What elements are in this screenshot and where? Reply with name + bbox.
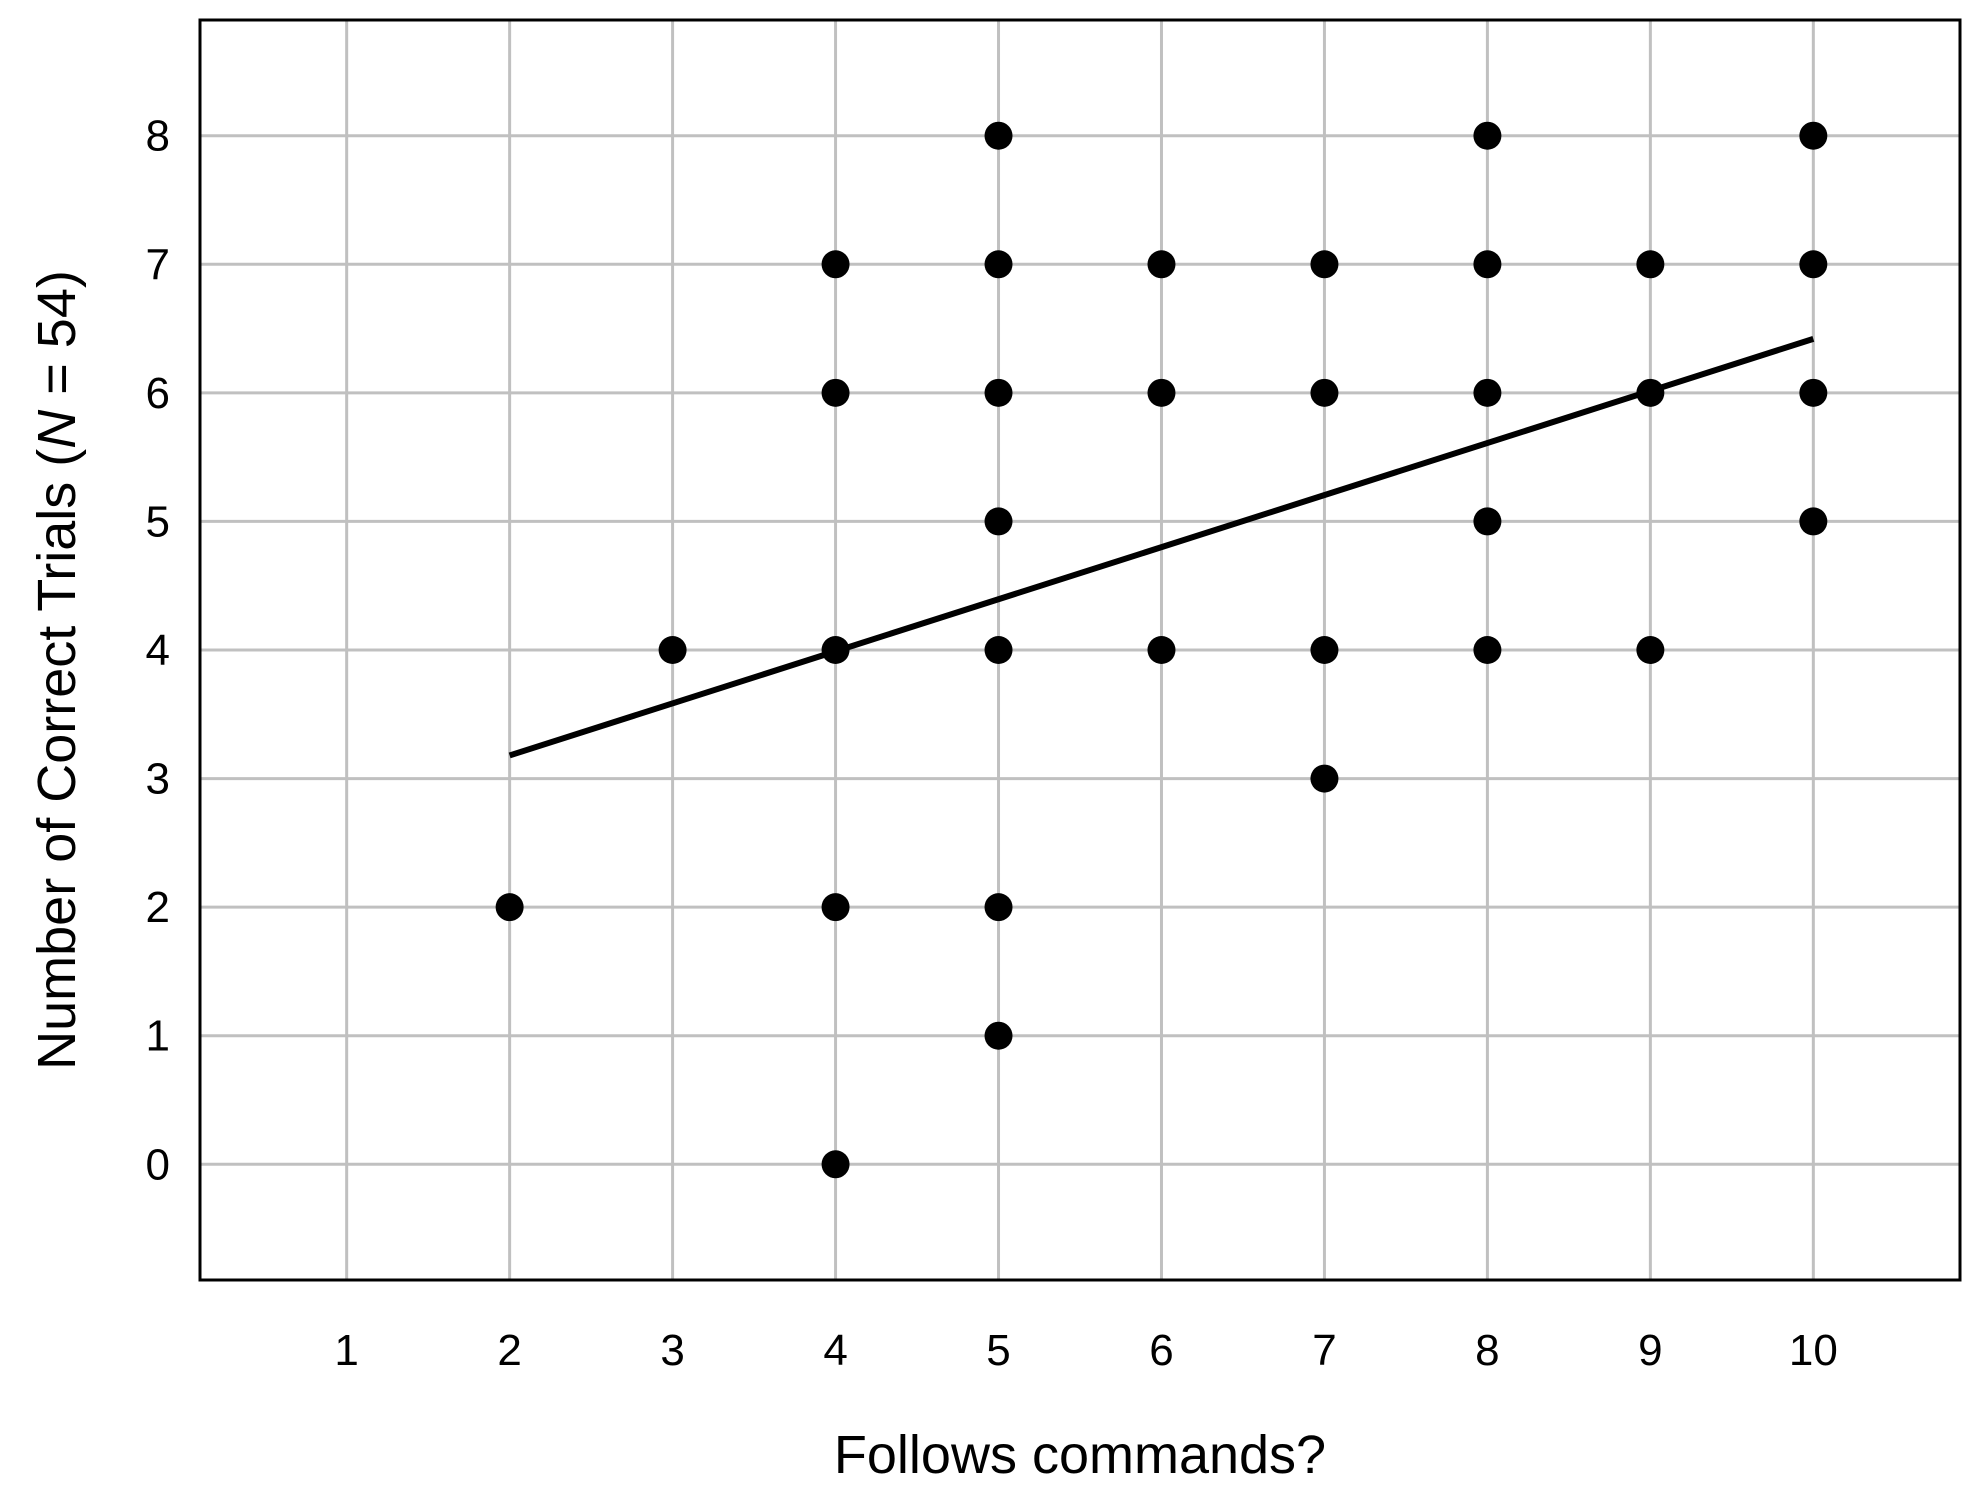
- data-point: [821, 1150, 850, 1179]
- x-axis-title: Follows commands?: [834, 1425, 1326, 1485]
- data-point: [821, 250, 850, 279]
- data-point: [1799, 507, 1828, 536]
- data-point: [984, 893, 1013, 922]
- x-tick-label: 5: [986, 1326, 1010, 1375]
- data-point: [1799, 250, 1828, 279]
- x-axis-tick-labels: 1 2 3 4 5 6 7 8 9 10: [334, 1326, 1837, 1375]
- x-tick-label: 7: [1312, 1326, 1336, 1375]
- grid-lines: [200, 20, 1960, 1280]
- data-point: [1473, 378, 1502, 407]
- trend-line-layer: [508, 335, 1815, 759]
- y-axis-title: Number of Correct Trials (N = 54): [27, 270, 87, 1070]
- y-tick-label: 6: [146, 369, 170, 418]
- y-axis-tick-labels: 0 1 2 3 4 5 6 7 8: [146, 112, 170, 1190]
- data-point: [821, 893, 850, 922]
- y-axis-title-prefix: Number of Correct Trials (: [27, 449, 87, 1070]
- y-tick-label: 5: [146, 497, 170, 546]
- x-tick-label: 6: [1149, 1326, 1173, 1375]
- y-tick-label: 0: [146, 1140, 170, 1189]
- x-tick-label: 9: [1638, 1326, 1662, 1375]
- data-point: [658, 636, 687, 664]
- data-point: [1799, 121, 1828, 150]
- plot-frame: [198, 18, 1962, 1282]
- data-point: [1636, 250, 1665, 279]
- regression-line: [508, 335, 1815, 759]
- x-tick-label: 1: [334, 1326, 358, 1375]
- data-point: [1473, 250, 1502, 279]
- data-point: [984, 121, 1013, 150]
- x-tick-label: 2: [497, 1326, 521, 1375]
- x-tick-label: 4: [823, 1326, 847, 1375]
- x-tick-label: 8: [1475, 1326, 1499, 1375]
- data-point: [984, 378, 1013, 407]
- data-point: [1310, 636, 1339, 664]
- data-point: [984, 250, 1013, 279]
- data-point: [1147, 250, 1176, 279]
- data-point: [1147, 636, 1176, 664]
- data-point: [984, 1021, 1013, 1050]
- data-point: [821, 378, 850, 407]
- data-point: [984, 507, 1013, 536]
- data-point: [1799, 378, 1828, 407]
- data-point: [1473, 507, 1502, 536]
- data-point: [1636, 636, 1665, 664]
- data-point: [1473, 636, 1502, 664]
- data-point: [821, 636, 850, 664]
- data-point: [1310, 764, 1339, 793]
- data-point: [1310, 378, 1339, 407]
- y-tick-label: 3: [146, 755, 170, 804]
- data-point: [984, 636, 1013, 664]
- y-axis-title-italic: N: [27, 409, 87, 449]
- x-tick-label: 3: [660, 1326, 684, 1375]
- y-tick-label: 4: [146, 626, 170, 675]
- y-tick-label: 8: [146, 112, 170, 161]
- data-point: [1310, 250, 1339, 279]
- data-point: [1147, 378, 1176, 407]
- x-tick-label: 10: [1789, 1326, 1838, 1375]
- data-point: [495, 893, 524, 922]
- data-point: [1636, 378, 1665, 407]
- y-axis-title-suffix: = 54): [27, 270, 87, 410]
- data-point: [1473, 121, 1502, 150]
- y-tick-label: 7: [146, 240, 170, 289]
- y-tick-label: 2: [146, 883, 170, 932]
- data-points: [495, 121, 1828, 1179]
- y-tick-label: 1: [146, 1012, 170, 1061]
